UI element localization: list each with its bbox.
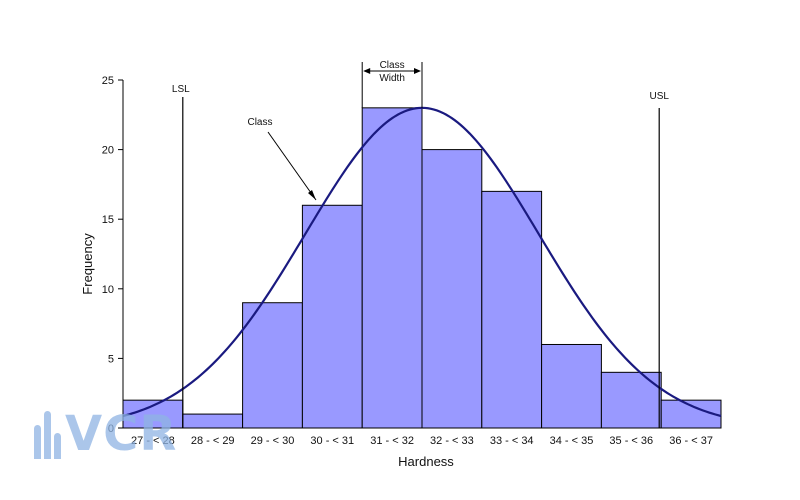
- x-axis-title: Hardness: [398, 454, 454, 469]
- bar-8: [541, 343, 602, 429]
- x-tick-label-10: 36 - < 37: [669, 435, 713, 447]
- bars-layer: [122, 107, 722, 429]
- bar-7: [481, 190, 543, 429]
- x-tick-label-1: 27 - < 28: [131, 435, 175, 447]
- y-tick-label-25: 25: [102, 75, 114, 87]
- y-tick-label-10: 10: [102, 284, 114, 296]
- class-width-arrowhead-left: [363, 68, 371, 74]
- class-arrowhead: [308, 190, 316, 200]
- class-annotation-label: Class: [247, 117, 272, 128]
- x-tick-label-3: 29 - < 30: [251, 435, 295, 447]
- x-tick-label-9: 35 - < 36: [609, 435, 653, 447]
- x-tick-label-5: 31 - < 32: [370, 435, 414, 447]
- x-tick-label-6: 32 - < 33: [430, 435, 474, 447]
- bar-5: [361, 107, 423, 429]
- bar-3: [242, 302, 303, 429]
- logo-bars-icon: [34, 409, 61, 459]
- lsl-label: LSL: [172, 84, 190, 95]
- bar-6: [421, 149, 483, 429]
- x-tick-label-8: 34 - < 35: [550, 435, 594, 447]
- y-tick-label-15: 15: [102, 214, 114, 226]
- class-width-label-line1: Class: [380, 60, 405, 71]
- y-tick-label-20: 20: [102, 145, 114, 157]
- bar-2: [182, 413, 244, 429]
- class-width-label-line2: Width: [379, 73, 405, 84]
- x-tick-label-2: 28 - < 29: [191, 435, 235, 447]
- class-annotation-arrow: [267, 131, 317, 201]
- logo-text: VCR: [65, 406, 178, 462]
- vcr-logo: VCR: [34, 402, 177, 466]
- x-tick-labels: 27 - < 28 28 - < 29 29 - < 30 30 - < 31 31 -…: [131, 435, 713, 447]
- usl-label: USL: [649, 91, 669, 102]
- y-axis-title: Frequency: [80, 233, 95, 295]
- x-tick-label-7: 33 - < 34: [490, 435, 534, 447]
- class-width-arrowhead-right: [414, 68, 421, 74]
- bar-9: [600, 371, 662, 429]
- x-tick-label-4: 30 - < 31: [310, 435, 354, 447]
- bar-4: [301, 204, 363, 429]
- y-tick-label-0: 0: [108, 423, 114, 435]
- class-width-annotation: Class Width: [361, 60, 423, 108]
- y-ticks: 0 5 10 15 20 25: [102, 75, 123, 435]
- y-tick-label-5: 5: [108, 353, 114, 365]
